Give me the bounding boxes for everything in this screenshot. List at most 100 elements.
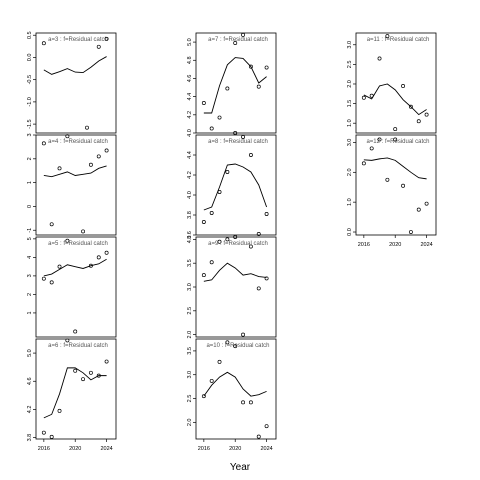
data-point: [241, 135, 246, 139]
y-tick-label: 4.0: [187, 129, 193, 137]
panel-frame: [355, 32, 437, 134]
x-tick-label: 2016: [358, 242, 370, 248]
panel-label: a=8 : f=Residual catch: [208, 139, 268, 145]
data-point: [424, 201, 429, 206]
panel-label: a=7 : f=Residual catch: [208, 37, 268, 43]
data-point: [81, 229, 86, 234]
data-point: [96, 255, 101, 260]
data-point: [41, 41, 46, 46]
data-point: [416, 207, 421, 212]
y-tick-label: 3.5: [187, 259, 193, 267]
y-tick-label: 2.0: [347, 80, 353, 88]
data-point: [225, 237, 230, 242]
y-tick-label: 0.5: [27, 31, 33, 39]
y-tick-label: 2: [27, 293, 33, 296]
data-point: [241, 32, 246, 37]
y-tick-label: 3.5: [187, 347, 193, 355]
panel-1: 0.5 0.0 -0.5 -1.0 -1.5 a=3 : f=Residual catch: [27, 31, 117, 134]
data-point: [424, 112, 429, 117]
y-tick-label: 0: [27, 205, 33, 208]
panel-3: 5 4 3 2 1 a=5 : f=Residual catch: [27, 236, 117, 338]
fitted-line: [363, 157, 427, 180]
data-point: [96, 154, 101, 159]
y-tick-label: 4.4: [187, 93, 193, 101]
data-point: [81, 377, 86, 382]
data-point: [393, 127, 398, 132]
y-tick-label: 1.0: [347, 119, 353, 127]
data-point: [88, 263, 93, 268]
y-tick-label: 3: [27, 274, 33, 277]
data-point: [393, 137, 398, 142]
panel-frame: [195, 338, 277, 440]
x-axis-title: Year: [230, 462, 251, 473]
data-point: [369, 146, 374, 151]
y-tick-label: 0.0: [27, 54, 33, 62]
y-tick-label: 5.0: [27, 349, 33, 357]
x-tick-label: 2024: [420, 242, 432, 248]
y-tick-label: 3.0: [347, 41, 353, 49]
panel-label: a=5 : f=Residual catch: [48, 241, 108, 247]
panel-2: 3 2 1 0 -1 a=4 : f=Residual catch: [27, 133, 117, 236]
data-point: [256, 434, 261, 439]
data-point: [361, 95, 366, 100]
y-tick-label: -1.5: [27, 119, 33, 128]
panel-frame: [35, 134, 117, 236]
x-tick-label: 2016: [198, 446, 210, 452]
x-tick-label: 2020: [389, 242, 401, 248]
y-tick-label: 4.8: [187, 56, 193, 64]
data-point: [264, 212, 269, 216]
panel-frame: [35, 236, 117, 338]
data-point: [49, 222, 54, 227]
data-point: [401, 83, 406, 88]
x-tick-label: 2024: [260, 446, 272, 452]
data-point: [209, 211, 214, 215]
panel-frame: [35, 32, 117, 134]
data-point: [408, 104, 413, 109]
panel-label: a=10 : f=Residual catch: [206, 343, 269, 349]
data-point: [201, 101, 206, 105]
panel-6: 4.4 4.2 4.0 3.8 3.6 a=8 : f=Residual catch: [187, 131, 277, 239]
panel-10: 3.0 2.0 1.0 0.0 2016 2020 2024 a=12 : f=Residua…: [347, 134, 437, 248]
panel-label: a=6 : f=Residual catch: [48, 343, 108, 349]
panel-8: 3.5 3.0 2.5 2.0 2016 2020 2024 a=10 : f=Residua…: [187, 338, 277, 452]
y-tick-label: 4.4: [187, 151, 193, 159]
data-point: [104, 359, 109, 364]
data-point: [217, 359, 222, 364]
data-point: [248, 64, 253, 69]
y-tick-label: 4.0: [187, 191, 193, 199]
data-point: [65, 238, 70, 243]
panel-5: 5.0 4.8 4.6 4.4 4.2 4.0 a=7 : f=Residual catch: [187, 32, 277, 137]
y-tick-label: 3.6: [187, 231, 193, 239]
data-point: [57, 264, 62, 269]
fitted-line: [43, 165, 107, 178]
y-tick-label: 2.5: [187, 307, 193, 315]
data-point: [369, 93, 374, 98]
data-point: [217, 115, 222, 120]
data-point: [217, 190, 222, 194]
data-point: [225, 170, 230, 174]
data-point: [248, 400, 253, 405]
y-tick-label: 3.8: [27, 434, 33, 442]
panel-label: a=9 : f=Residual catch: [208, 241, 268, 247]
data-point: [264, 276, 269, 281]
panel-9: 3.0 2.5 2.0 1.5 1.0 a=11 : f=Residual catch: [347, 32, 437, 134]
x-tick-label: 2024: [100, 446, 112, 452]
panel-frame: [195, 134, 277, 236]
data-point: [41, 276, 46, 281]
data-point: [57, 408, 62, 413]
y-tick-label: 2.0: [347, 168, 353, 176]
data-point: [248, 244, 253, 249]
fitted-line: [203, 371, 267, 397]
data-point: [41, 430, 46, 435]
data-point: [57, 166, 62, 171]
data-point: [217, 239, 222, 244]
data-point: [256, 286, 261, 291]
data-point: [233, 235, 238, 239]
data-point: [241, 332, 246, 337]
y-tick-label: 4.0: [187, 236, 193, 244]
y-tick-label: 1: [27, 311, 33, 314]
x-tick-label: 2016: [38, 446, 50, 452]
panel-frame: [355, 134, 437, 236]
data-point: [377, 137, 382, 142]
